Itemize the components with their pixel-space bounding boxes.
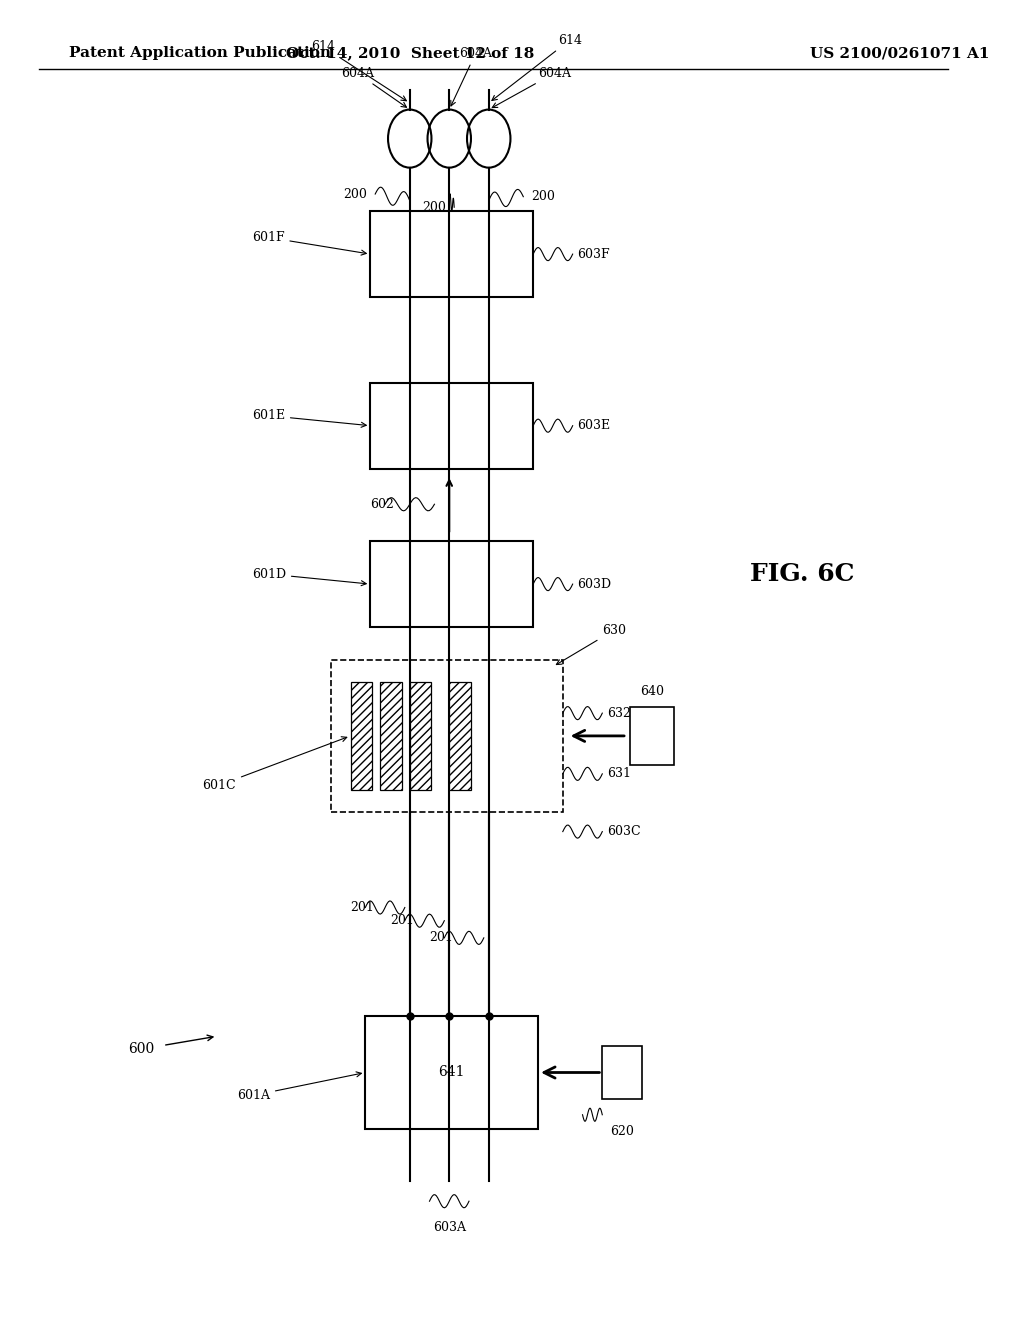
- Text: 630: 630: [556, 623, 627, 664]
- Text: 200: 200: [531, 190, 555, 203]
- Bar: [602, 1045, 642, 1098]
- Text: 641: 641: [438, 1065, 465, 1080]
- Text: Patent Application Publication: Patent Application Publication: [69, 46, 331, 61]
- Text: 604A: 604A: [341, 66, 407, 107]
- Text: Oct. 14, 2010  Sheet 12 of 18: Oct. 14, 2010 Sheet 12 of 18: [286, 46, 534, 61]
- Bar: [366, 1016, 538, 1129]
- Bar: [371, 211, 534, 297]
- Text: 602: 602: [371, 498, 394, 511]
- Text: 200: 200: [343, 187, 368, 201]
- Text: 601A: 601A: [237, 1072, 361, 1102]
- Text: 614: 614: [311, 40, 407, 100]
- Text: 603A: 603A: [433, 1221, 466, 1234]
- Text: 201: 201: [429, 932, 454, 944]
- Text: 601C: 601C: [203, 737, 347, 792]
- Bar: [630, 708, 675, 766]
- Text: 604A: 604A: [451, 46, 493, 106]
- Text: 614: 614: [492, 33, 582, 100]
- Text: 603F: 603F: [578, 248, 610, 260]
- Bar: [371, 383, 534, 469]
- Bar: [350, 681, 373, 789]
- Bar: [410, 681, 431, 789]
- Bar: [450, 681, 471, 789]
- Text: 632: 632: [607, 706, 631, 719]
- Text: US 2100/0261071 A1: US 2100/0261071 A1: [810, 46, 989, 61]
- Text: 640: 640: [640, 685, 665, 697]
- Text: 603E: 603E: [578, 420, 610, 432]
- Text: 620: 620: [610, 1125, 634, 1138]
- Text: 604A: 604A: [493, 66, 571, 108]
- Text: 601E: 601E: [252, 409, 367, 428]
- Text: 201: 201: [350, 902, 375, 913]
- Text: 603C: 603C: [607, 825, 641, 838]
- Bar: [331, 660, 563, 812]
- Bar: [380, 681, 401, 789]
- Text: 201: 201: [390, 915, 414, 927]
- Text: 601D: 601D: [252, 568, 367, 586]
- Text: 600: 600: [128, 1043, 155, 1056]
- Text: 200: 200: [423, 201, 446, 214]
- Text: 601F: 601F: [252, 231, 367, 255]
- Text: FIG. 6C: FIG. 6C: [751, 562, 855, 586]
- Text: 603D: 603D: [578, 578, 611, 590]
- Text: 631: 631: [607, 767, 631, 780]
- Bar: [371, 541, 534, 627]
